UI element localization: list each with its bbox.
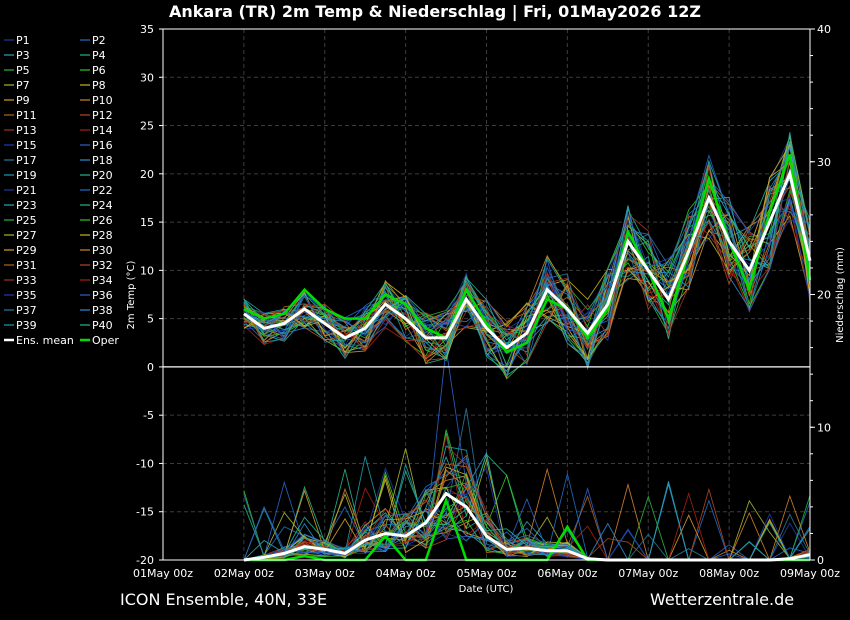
legend-label: P10 (92, 94, 113, 107)
y-left-tick-label: 20 (140, 168, 154, 181)
legend-label: P9 (16, 94, 30, 107)
x-tick-label: 04May 00z (376, 567, 436, 580)
mean-temp-line (243, 168, 812, 350)
legend-label: P23 (16, 199, 37, 212)
x-tick-label: 01May 00z (133, 567, 193, 580)
member-temp-line (243, 135, 811, 360)
legend-label: P7 (16, 79, 30, 92)
y-left-tick-label: -5 (143, 409, 154, 422)
x-tick-label: 08May 00z (699, 567, 759, 580)
member-temp-line (243, 196, 811, 351)
legend-label: P11 (16, 109, 37, 122)
legend-label: P22 (92, 184, 113, 197)
y-left-tick-label: -20 (136, 554, 154, 567)
y-right-tick-label: 0 (817, 554, 824, 567)
legend-label: P34 (92, 274, 113, 287)
legend-label: P4 (92, 49, 106, 62)
footer-source: Wetterzentrale.de (650, 590, 794, 609)
legend-label: P25 (16, 214, 37, 227)
y-left-tick-label: 35 (140, 23, 154, 36)
x-axis-label: Date (UTC) (459, 584, 514, 595)
y-left-tick-label: 0 (147, 361, 154, 374)
y-right-tick-label: 20 (817, 289, 831, 302)
legend-label: P35 (16, 289, 37, 302)
legend-label: P5 (16, 64, 30, 77)
legend-label: P21 (16, 184, 37, 197)
y-axis-right-label: Niederschlag (mm) (835, 247, 846, 343)
footer-model-info: ICON Ensemble, 40N, 33E (120, 590, 327, 609)
legend-label: P17 (16, 154, 37, 167)
legend-label: P6 (92, 64, 106, 77)
legend-label: P29 (16, 244, 37, 257)
y-right-tick-label: 30 (817, 156, 831, 169)
member-precip-line (243, 486, 811, 561)
legend-label: P1 (16, 34, 30, 47)
y-left-tick-label: -15 (136, 506, 154, 519)
legend-label: P12 (92, 109, 113, 122)
legend-label: P30 (92, 244, 113, 257)
x-tick-label: 06May 00z (537, 567, 597, 580)
legend-label: P19 (16, 169, 37, 182)
legend-label: P27 (16, 229, 37, 242)
y-left-tick-label: 30 (140, 71, 154, 84)
x-tick-label: 05May 00z (456, 567, 516, 580)
legend-label: P18 (92, 154, 113, 167)
legend-label: P32 (92, 259, 113, 272)
legend-label: Ens. mean (16, 334, 74, 347)
y-left-tick-label: -10 (136, 457, 154, 470)
x-tick-label: 09May 00z (780, 567, 840, 580)
legend-label: P40 (92, 319, 113, 332)
member-temp-line (243, 202, 811, 359)
legend-label: P15 (16, 139, 37, 152)
x-tick-label: 07May 00z (618, 567, 678, 580)
y-left-tick-label: 15 (140, 216, 154, 229)
legend-label: P24 (92, 199, 113, 212)
legend-label: P3 (16, 49, 30, 62)
member-temp-line (243, 132, 811, 347)
y-left-tick-label: 5 (147, 313, 154, 326)
y-axis-left-label: 2m Temp (°C) (126, 260, 137, 329)
legend-label: P8 (92, 79, 106, 92)
y-left-tick-label: 10 (140, 264, 154, 277)
legend-label: P38 (92, 304, 113, 317)
legend-label: P20 (92, 169, 113, 182)
legend: P1 P2 P3 P4 P5 P6 P7 P8 P9 P10 P11 P12 P13 P14 P15 P16 P… (4, 34, 119, 347)
legend-label: P13 (16, 124, 37, 137)
x-tick-label: 03May 00z (295, 567, 355, 580)
y-right-tick-label: 40 (817, 23, 831, 36)
legend-label: P16 (92, 139, 113, 152)
member-temp-line (243, 159, 811, 377)
legend-label: P36 (92, 289, 113, 302)
legend-label: P37 (16, 304, 37, 317)
legend-label: P2 (92, 34, 106, 47)
y-left-tick-label: 25 (140, 120, 154, 133)
x-tick-label: 02May 00z (214, 567, 274, 580)
legend-label: P31 (16, 259, 37, 272)
legend-label: P14 (92, 124, 113, 137)
chart-title: Ankara (TR) 2m Temp & Niederschlag | Fri… (169, 2, 701, 22)
legend-label: P39 (16, 319, 37, 332)
oper-temp-line (243, 154, 812, 354)
member-temp-line (243, 167, 811, 365)
legend-label: P26 (92, 214, 113, 227)
axis-ticks: 01May 00z 02May 00z 03May 00z 04May 00z 05Ma… (133, 23, 840, 580)
legend-label: P33 (16, 274, 37, 287)
legend-label: Oper (92, 334, 119, 347)
legend-label: P28 (92, 229, 113, 242)
y-right-tick-label: 10 (817, 421, 831, 434)
